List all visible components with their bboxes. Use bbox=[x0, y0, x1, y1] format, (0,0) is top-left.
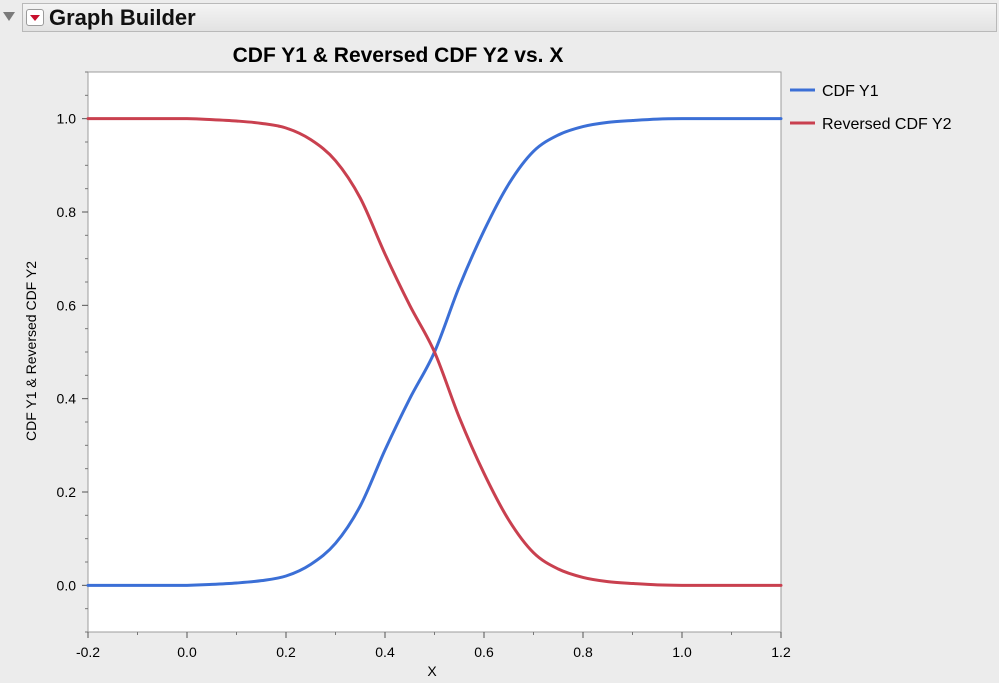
series-line-2 bbox=[86, 117, 783, 587]
red-triangle-menu-button[interactable] bbox=[26, 9, 44, 26]
outline-title-bar bbox=[22, 3, 997, 32]
chart-title: CDF Y1 & Reversed CDF Y2 vs. X bbox=[233, 44, 564, 67]
x-tick-label: 0.8 bbox=[573, 644, 593, 660]
x-axis: -0.2 0.0 0.2 0.4 0.6 0.8 1.0 1.2 bbox=[76, 632, 791, 660]
legend-label: CDF Y1 bbox=[822, 83, 879, 100]
disclosure-triangle-icon[interactable] bbox=[3, 12, 15, 21]
x-tick-label: 0.6 bbox=[474, 644, 494, 660]
y-tick-label: 0.4 bbox=[57, 391, 77, 407]
y-tick-label: 0.6 bbox=[57, 297, 77, 313]
x-tick-label: 0.2 bbox=[276, 644, 296, 660]
legend-label: Reversed CDF Y2 bbox=[822, 116, 952, 133]
y-tick-label: 0.2 bbox=[57, 484, 77, 500]
y-axis-label: CDF Y1 & Reversed CDF Y2 bbox=[23, 261, 39, 441]
x-tick-label: 1.2 bbox=[771, 644, 791, 660]
x-tick-label: 0.4 bbox=[375, 644, 395, 660]
y-axis: 0.0 0.2 0.4 0.6 0.8 1.0 bbox=[57, 71, 88, 633]
legend: CDF Y1 Reversed CDF Y2 bbox=[790, 83, 952, 133]
x-tick-label: 0.0 bbox=[177, 644, 197, 660]
window-header: Graph Builder bbox=[0, 0, 999, 36]
x-tick-label: -0.2 bbox=[76, 644, 100, 660]
y-tick-label: 1.0 bbox=[57, 111, 77, 127]
x-axis-label: X bbox=[427, 663, 437, 679]
y-tick-label: 0.0 bbox=[57, 577, 77, 593]
series-layer bbox=[86, 117, 783, 587]
outline-title: Graph Builder bbox=[49, 5, 196, 30]
red-triangle-icon bbox=[30, 15, 40, 21]
x-tick-label: 1.0 bbox=[672, 644, 692, 660]
y-tick-label: 0.8 bbox=[57, 204, 77, 220]
